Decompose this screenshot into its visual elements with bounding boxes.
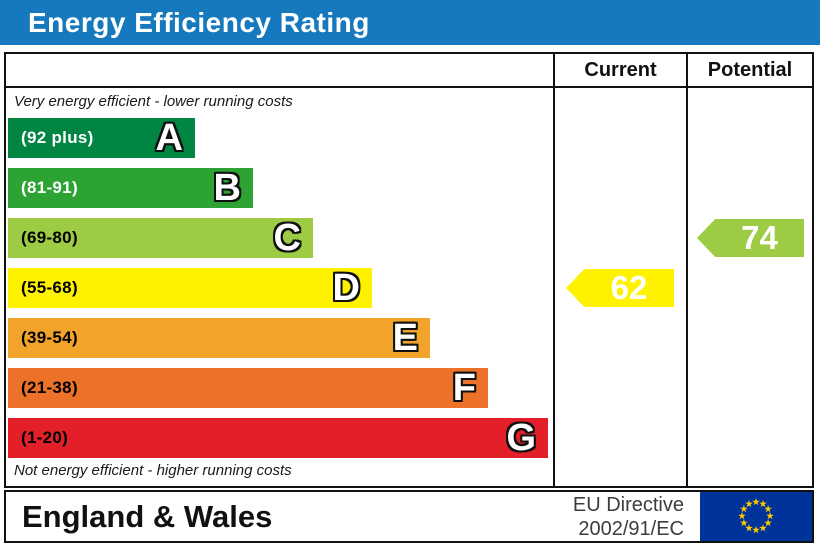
- band-C: (69-80) C: [8, 218, 313, 258]
- current-rating-cell: 62: [555, 88, 686, 486]
- title-bar: Energy Efficiency Rating: [0, 0, 820, 45]
- footer: England & Wales EU Directive 2002/91/EC: [4, 490, 814, 543]
- column-divider: [553, 54, 555, 486]
- potential-rating-cell: 74: [688, 88, 812, 486]
- band-D: (55-68) D: [8, 268, 372, 308]
- band-letter: E: [392, 317, 418, 359]
- band-letter: B: [213, 167, 241, 209]
- band-letter: G: [506, 417, 536, 459]
- band-letter: A: [155, 117, 183, 159]
- bottom-caption: Not energy efficient - higher running co…: [14, 462, 292, 479]
- band-F: (21-38) F: [8, 368, 488, 408]
- current-rating-arrow: 62: [566, 269, 674, 307]
- rating-table: Current Potential Very energy efficient …: [4, 52, 814, 488]
- band-G: (1-20) G: [8, 418, 548, 458]
- column-divider: [686, 54, 688, 486]
- band-range-label: (55-68): [21, 278, 78, 297]
- band-B: (81-91) B: [8, 168, 253, 208]
- page-title: Energy Efficiency Rating: [28, 6, 370, 38]
- eu-directive-line1: EU Directive: [572, 494, 684, 516]
- current-rating-value: 62: [610, 269, 648, 306]
- band-range-label: (39-54): [21, 328, 78, 347]
- eu-directive-line2: 2002/91/EC: [578, 518, 684, 540]
- band-letter: C: [273, 217, 301, 259]
- band-range-label: (81-91): [21, 178, 78, 197]
- eu-flag-icon: [700, 492, 812, 541]
- band-letter: F: [452, 367, 476, 409]
- bands-area: Very energy efficient - lower running co…: [6, 88, 553, 486]
- current-column-header: Current: [584, 58, 657, 81]
- eu-directive-label: EU Directive 2002/91/EC: [573, 493, 684, 541]
- top-caption: Very energy efficient - lower running co…: [14, 93, 293, 110]
- band-range-label: (1-20): [21, 428, 69, 447]
- band-range-label: (92 plus): [21, 128, 94, 147]
- potential-rating-arrow: 74: [697, 219, 804, 257]
- band-E: (39-54) E: [8, 318, 430, 358]
- potential-column-header: Potential: [707, 58, 793, 81]
- band-range-label: (69-80): [21, 228, 78, 247]
- band-range-label: (21-38): [21, 378, 78, 397]
- band-letter: D: [332, 267, 360, 309]
- potential-rating-value: 74: [741, 219, 778, 256]
- header-divider: [6, 86, 812, 88]
- region-label: England & Wales: [22, 498, 273, 534]
- band-A: (92 plus) A: [8, 118, 195, 158]
